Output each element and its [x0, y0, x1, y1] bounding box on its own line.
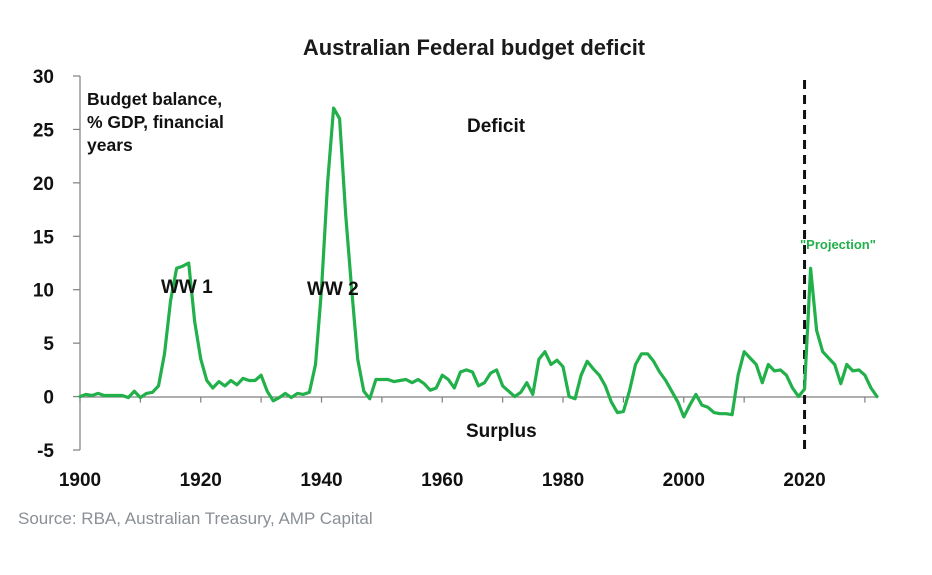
series-line-budget-balance [78, 106, 879, 419]
x-tick-label: 1940 [300, 470, 342, 491]
ylabel-note-line-3: years [87, 135, 133, 155]
x-tick-label: 1980 [542, 470, 584, 491]
ylabel-note-line-1: Budget balance, [87, 89, 222, 109]
y-tick-label: 10 [33, 281, 54, 302]
deficit-label: Deficit [467, 116, 526, 137]
y-tick-label: -5 [37, 441, 54, 462]
x-tick-label: 1900 [59, 470, 101, 491]
projection-label: "Projection" [800, 237, 876, 252]
ylabel-note-line-2: % GDP, financial [87, 112, 224, 132]
ww2-label: WW 2 [307, 279, 359, 300]
x-tick-label: 1960 [421, 470, 463, 491]
chart-svg: Australian Federal budget deficit -5 0 5 10… [33, 35, 879, 491]
y-tick-label: 20 [33, 174, 54, 195]
ylabel-note: Budget balance, % GDP, financial years [87, 89, 224, 155]
ww1-label: WW 1 [161, 277, 213, 298]
y-tick-label: 5 [43, 334, 54, 355]
x-tick-label: 2000 [663, 470, 705, 491]
y-ticks: -5 0 5 10 15 20 25 30 [33, 67, 80, 462]
chart-title: Australian Federal budget deficit [303, 35, 646, 60]
y-tick-label: 15 [33, 227, 55, 248]
x-ticks: 1900 1920 1940 1960 1980 2000 2020 [59, 396, 866, 491]
x-tick-label: 1920 [180, 470, 222, 491]
surplus-label: Surplus [466, 421, 537, 442]
y-tick-label: 30 [33, 67, 54, 88]
x-tick-label: 2020 [783, 470, 825, 491]
y-tick-label: 25 [33, 120, 55, 141]
y-tick-label: 0 [43, 388, 54, 409]
source-note: Source: RBA, Australian Treasury, AMP Ca… [18, 509, 373, 528]
